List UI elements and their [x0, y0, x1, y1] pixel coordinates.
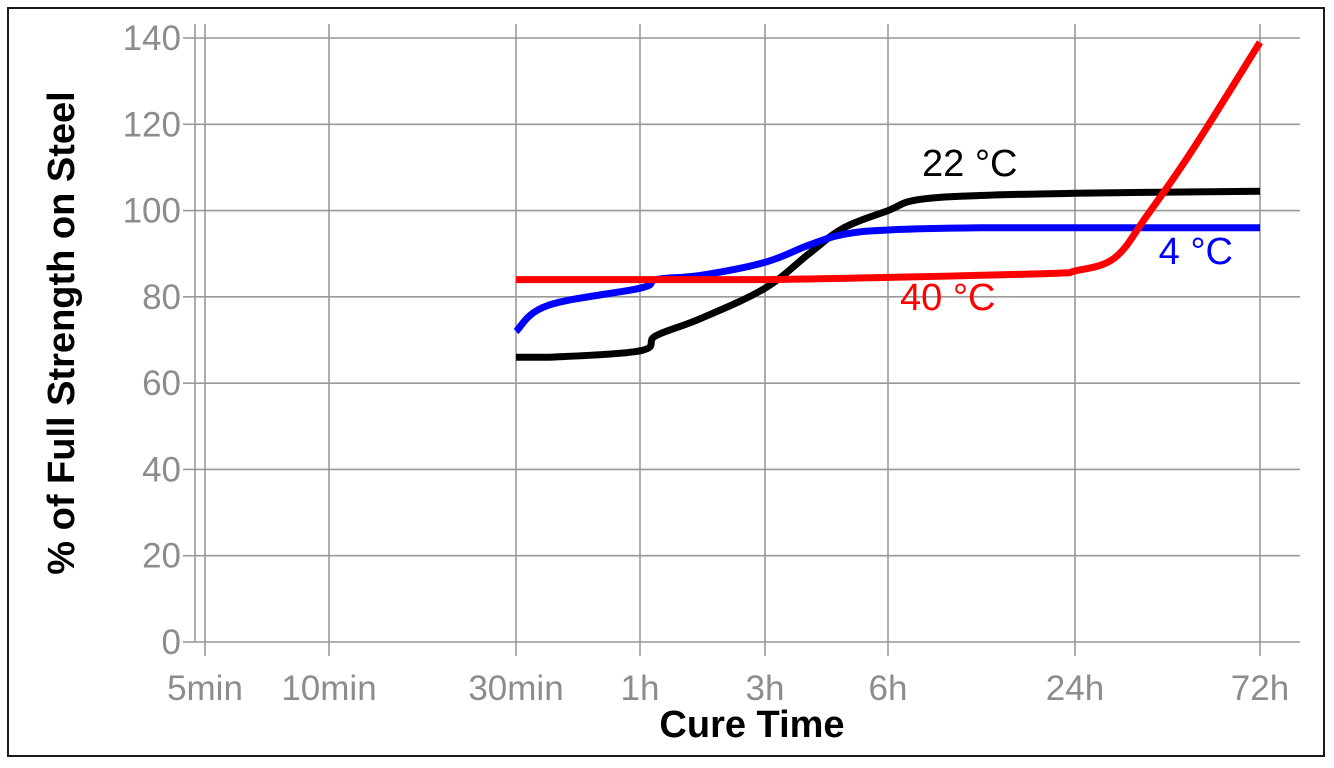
x-tick-label: 24h	[1046, 669, 1104, 708]
x-tick-label: 3h	[746, 669, 785, 708]
series-line-40c	[516, 40, 1263, 284]
x-tick-label: 1h	[621, 669, 660, 708]
y-tick-label: 100	[123, 192, 181, 231]
grid	[183, 24, 1300, 656]
series-labels: 22 °C 4 °C 40 °C	[900, 143, 1233, 319]
x-axis-ticks: 5min 10min 30min 1h 3h 6h 24h 72h	[167, 669, 1289, 708]
series-line-22c	[516, 187, 1261, 361]
series-line-4c	[513, 224, 1260, 335]
y-axis-title: % of Full Strength on Steel	[41, 91, 83, 574]
y-axis-ticks: 0 20 40 60 80 100 120 140	[123, 19, 181, 662]
series-label-40c: 40 °C	[900, 277, 995, 319]
y-tick-label: 80	[142, 278, 181, 317]
y-tick-label: 0	[162, 623, 181, 662]
y-tick-label: 60	[142, 364, 181, 403]
x-tick-label: 10min	[281, 669, 376, 708]
series-label-4c: 4 °C	[1159, 231, 1233, 273]
y-tick-label: 20	[142, 537, 181, 576]
series-lines	[513, 40, 1263, 361]
x-tick-label: 72h	[1231, 669, 1289, 708]
y-tick-label: 120	[123, 105, 181, 144]
chart-frame	[7, 7, 1325, 757]
x-tick-label: 30min	[468, 669, 563, 708]
x-tick-label: 5min	[167, 669, 243, 708]
x-tick-label: 6h	[869, 669, 908, 708]
y-tick-label: 140	[123, 19, 181, 58]
y-tick-label: 40	[142, 450, 181, 489]
x-axis-title: Cure Time	[659, 704, 844, 746]
series-label-22c: 22 °C	[922, 143, 1017, 185]
